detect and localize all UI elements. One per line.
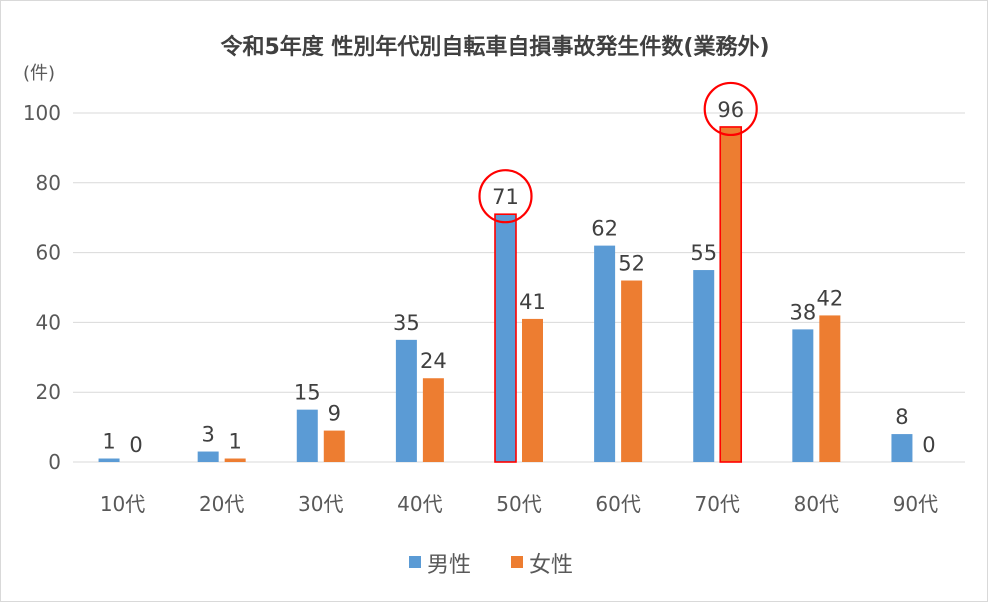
- data-label: 96: [717, 98, 744, 122]
- chart-title: 令和5年度 性別年代別自転車自損事故発生件数(業務外): [220, 35, 770, 60]
- bar-male: [98, 458, 120, 462]
- bar-male: [494, 213, 517, 463]
- legend-label-male: 男性: [427, 553, 471, 578]
- bar-male: [792, 329, 814, 462]
- x-tick-label: 10代: [100, 492, 145, 516]
- x-tick-label: 90代: [893, 492, 938, 516]
- x-tick-label: 60代: [595, 492, 640, 516]
- x-tick-label: 30代: [298, 492, 343, 516]
- legend-label-female: 女性: [529, 553, 573, 578]
- x-tick-label: 80代: [794, 492, 839, 516]
- data-label: 1: [228, 430, 241, 454]
- bar-male: [395, 339, 417, 462]
- bar-male: [296, 409, 318, 462]
- bar-female: [621, 280, 643, 462]
- data-label: 15: [294, 381, 321, 405]
- y-tick-label: 40: [36, 310, 61, 334]
- bar-female: [522, 318, 543, 462]
- data-label: 55: [690, 241, 717, 265]
- y-tick-label: 80: [36, 171, 61, 195]
- bar-female: [819, 315, 841, 462]
- bar-female: [323, 430, 345, 462]
- data-label: 71: [492, 185, 519, 209]
- bar-female: [719, 126, 743, 463]
- bar-female: [422, 378, 444, 462]
- data-label: 0: [922, 433, 935, 457]
- x-tick-label: 70代: [694, 492, 739, 516]
- y-unit-label: (件): [23, 63, 55, 84]
- y-tick-label: 20: [36, 380, 61, 404]
- y-tick-label: 100: [23, 101, 61, 125]
- x-tick-label: 50代: [496, 492, 541, 516]
- y-tick-label: 60: [36, 241, 61, 265]
- data-label: 62: [591, 217, 618, 241]
- data-label: 1: [102, 430, 115, 454]
- data-label: 41: [519, 290, 546, 314]
- data-label: 38: [789, 300, 816, 324]
- bar-female: [224, 458, 246, 462]
- data-label: 24: [420, 349, 447, 373]
- legend-swatch-female: [511, 556, 523, 568]
- data-label: 52: [618, 252, 645, 276]
- bar-male: [693, 270, 715, 462]
- highlight-circle: [703, 81, 758, 137]
- data-label: 9: [328, 402, 341, 426]
- x-tick-label: 20代: [199, 492, 244, 516]
- bar-male: [891, 434, 913, 462]
- bar-male: [197, 451, 219, 462]
- data-label: 42: [816, 286, 843, 310]
- legend-swatch-male: [409, 556, 421, 568]
- x-tick-label: 40代: [397, 492, 442, 516]
- data-label: 3: [201, 423, 214, 447]
- highlight-circle: [478, 169, 533, 224]
- data-label: 35: [393, 311, 420, 335]
- data-label: 8: [895, 405, 908, 429]
- bar-male: [594, 245, 616, 462]
- y-tick-label: 0: [48, 450, 61, 474]
- data-label: 0: [129, 433, 142, 457]
